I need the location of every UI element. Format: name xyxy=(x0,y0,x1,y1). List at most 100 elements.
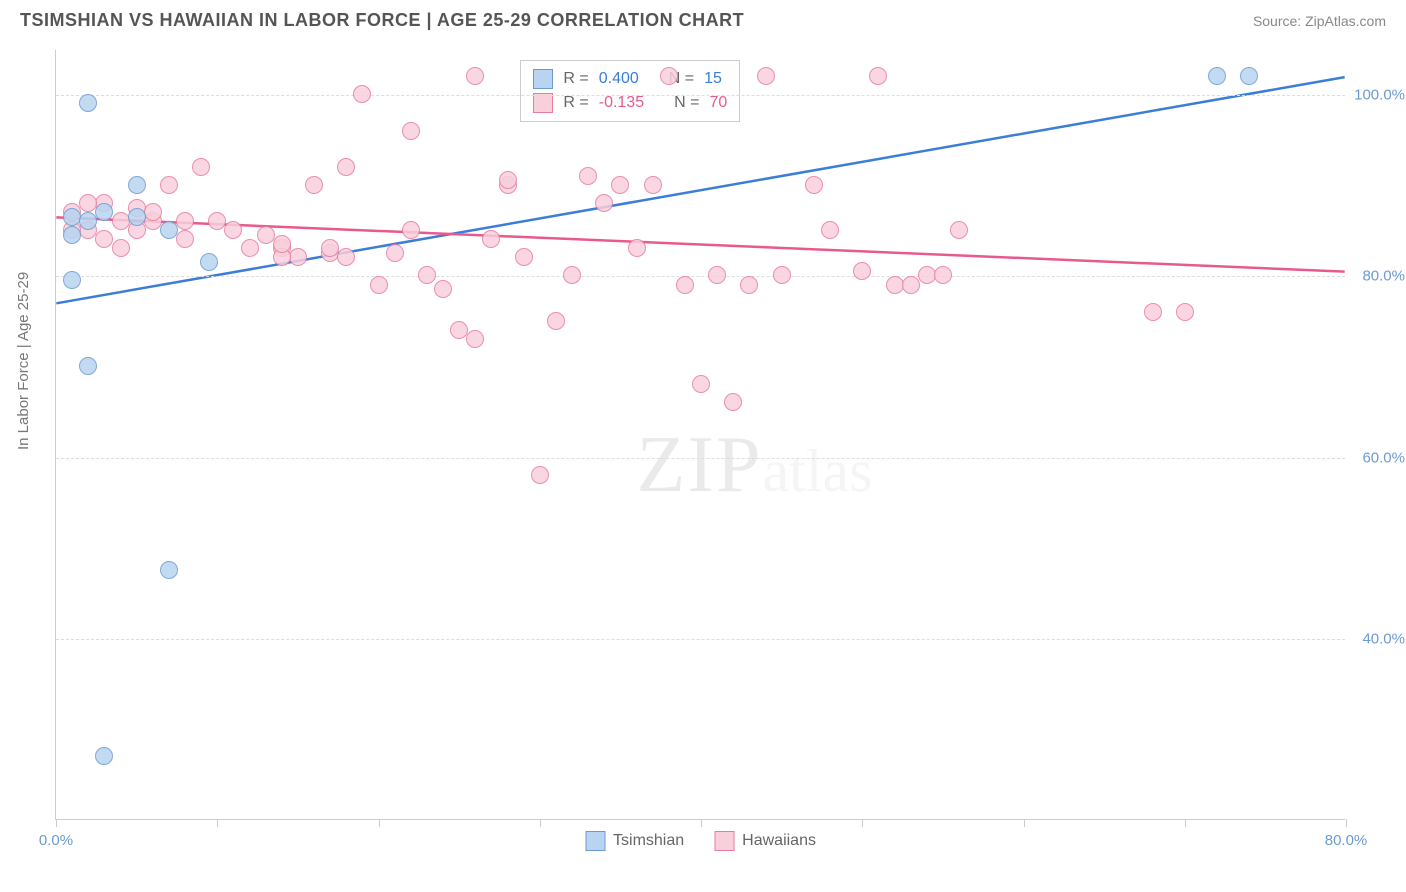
data-point xyxy=(402,122,420,140)
gridline xyxy=(56,639,1345,640)
data-point xyxy=(402,221,420,239)
data-point xyxy=(337,158,355,176)
x-tick-label: 80.0% xyxy=(1325,832,1368,849)
data-point xyxy=(241,239,259,257)
data-point xyxy=(79,94,97,112)
data-point xyxy=(515,248,533,266)
data-point xyxy=(692,375,710,393)
data-point xyxy=(821,221,839,239)
x-tick xyxy=(56,819,57,827)
data-point xyxy=(531,466,549,484)
data-point xyxy=(200,253,218,271)
r-label: R = xyxy=(563,70,588,88)
r-label: R = xyxy=(563,94,588,112)
data-point xyxy=(176,212,194,230)
data-point xyxy=(660,67,678,85)
data-point xyxy=(740,276,758,294)
x-tick xyxy=(701,819,702,827)
gridline xyxy=(56,95,1345,96)
data-point xyxy=(128,208,146,226)
data-point xyxy=(950,221,968,239)
data-point xyxy=(353,85,371,103)
y-tick-label: 100.0% xyxy=(1354,87,1405,104)
data-point xyxy=(176,230,194,248)
data-point xyxy=(79,357,97,375)
data-point xyxy=(708,266,726,284)
data-point xyxy=(79,212,97,230)
data-point xyxy=(192,158,210,176)
n-value: 70 xyxy=(709,94,727,112)
x-tick xyxy=(1346,819,1347,827)
data-point xyxy=(305,176,323,194)
data-point xyxy=(611,176,629,194)
data-point xyxy=(466,67,484,85)
data-point xyxy=(644,176,662,194)
data-point xyxy=(160,561,178,579)
data-point xyxy=(902,276,920,294)
data-point xyxy=(547,312,565,330)
data-point xyxy=(934,266,952,284)
data-point xyxy=(628,239,646,257)
data-point xyxy=(1176,303,1194,321)
stats-row: R =0.400N =15 xyxy=(533,67,727,91)
data-point xyxy=(112,239,130,257)
data-point xyxy=(63,208,81,226)
data-point xyxy=(63,226,81,244)
data-point xyxy=(482,230,500,248)
data-point xyxy=(160,176,178,194)
x-tick-label: 0.0% xyxy=(39,832,73,849)
r-value: 0.400 xyxy=(599,70,639,88)
data-point xyxy=(1208,67,1226,85)
correlation-stats-box: R =0.400N =15R =-0.135N =70 xyxy=(520,60,740,122)
data-point xyxy=(595,194,613,212)
data-point xyxy=(144,203,162,221)
data-point xyxy=(676,276,694,294)
x-tick xyxy=(379,819,380,827)
data-point xyxy=(95,203,113,221)
legend-item: Hawaiians xyxy=(714,831,816,851)
data-point xyxy=(757,67,775,85)
x-tick xyxy=(1185,819,1186,827)
data-point xyxy=(128,176,146,194)
source-label: Source: ZipAtlas.com xyxy=(1253,13,1386,29)
data-point xyxy=(434,280,452,298)
data-point xyxy=(160,221,178,239)
y-tick-label: 40.0% xyxy=(1362,630,1405,647)
data-point xyxy=(418,266,436,284)
data-point xyxy=(337,248,355,266)
legend-swatch xyxy=(533,69,553,89)
data-point xyxy=(95,747,113,765)
x-tick xyxy=(217,819,218,827)
legend-swatch xyxy=(714,831,734,851)
data-point xyxy=(869,67,887,85)
data-point xyxy=(386,244,404,262)
data-point xyxy=(224,221,242,239)
data-point xyxy=(724,393,742,411)
data-point xyxy=(79,194,97,212)
data-point xyxy=(499,171,517,189)
x-tick xyxy=(862,819,863,827)
data-point xyxy=(466,330,484,348)
legend-item: Tsimshian xyxy=(585,831,684,851)
chart-header: TSIMSHIAN VS HAWAIIAN IN LABOR FORCE | A… xyxy=(0,0,1406,36)
trend-lines-svg xyxy=(56,50,1345,819)
data-point xyxy=(1144,303,1162,321)
data-point xyxy=(773,266,791,284)
y-axis-label: In Labor Force | Age 25-29 xyxy=(15,272,32,450)
data-point xyxy=(370,276,388,294)
data-point xyxy=(579,167,597,185)
x-tick xyxy=(1024,819,1025,827)
data-point xyxy=(853,262,871,280)
y-tick-label: 80.0% xyxy=(1362,268,1405,285)
data-point xyxy=(273,235,291,253)
data-point xyxy=(321,239,339,257)
chart-title: TSIMSHIAN VS HAWAIIAN IN LABOR FORCE | A… xyxy=(20,10,744,31)
r-value: -0.135 xyxy=(599,94,644,112)
data-point xyxy=(805,176,823,194)
data-point xyxy=(563,266,581,284)
legend-label: Hawaiians xyxy=(742,832,816,850)
gridline xyxy=(56,276,1345,277)
data-point xyxy=(208,212,226,230)
scatter-chart: ZIPatlas R =0.400N =15R =-0.135N =70 Tsi… xyxy=(55,50,1345,820)
n-label: N = xyxy=(674,94,699,112)
